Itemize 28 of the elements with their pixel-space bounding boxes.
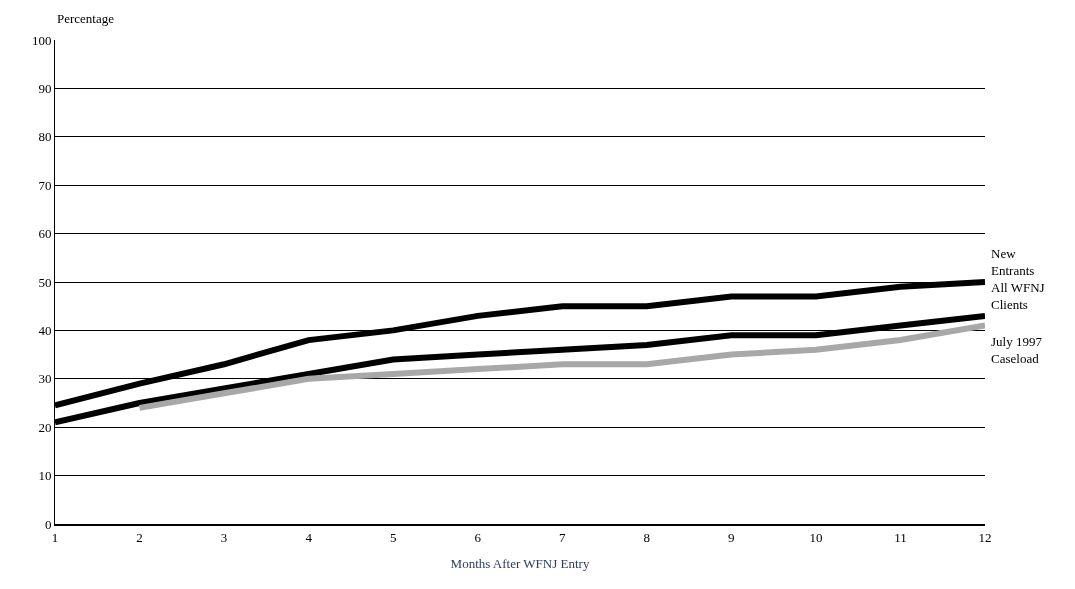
- y-axis-title: Percentage: [57, 11, 115, 26]
- x-tick-label: 11: [894, 529, 907, 545]
- series-label: July 1997 Caseload: [991, 334, 1043, 366]
- y-tick-label: 50: [38, 274, 52, 290]
- x-tick-label: 5: [389, 529, 397, 545]
- y-tick-label: 30: [38, 371, 52, 387]
- y-tick-label: 60: [38, 226, 52, 242]
- series-label: All WFNJ Clients: [991, 280, 1045, 312]
- y-tick-label: 0: [44, 516, 52, 532]
- y-tick-label: 90: [38, 80, 52, 96]
- x-tick-label: 1: [51, 529, 59, 545]
- x-tick-label: 10: [809, 529, 823, 545]
- y-tick-label: 100: [31, 32, 52, 48]
- x-axis-title: Months After WFNJ Entry: [450, 555, 590, 571]
- x-tick-label: 12: [978, 529, 992, 545]
- x-tick-label: 4: [305, 529, 313, 545]
- series-label: New Entrants: [991, 246, 1035, 278]
- x-tick-label: 8: [643, 529, 651, 545]
- x-tick-label: 9: [728, 529, 735, 545]
- y-tick-label: 20: [38, 419, 52, 435]
- x-tick-label: 3: [220, 529, 228, 545]
- y-tick-label: 10: [38, 468, 52, 484]
- x-tick-label: 6: [474, 529, 482, 545]
- y-tick-label: 80: [38, 129, 52, 145]
- y-tick-label: 40: [38, 322, 52, 338]
- x-tick-label: 2: [136, 529, 143, 545]
- y-tick-label: 70: [38, 177, 52, 193]
- x-tick-label: 7: [559, 529, 567, 545]
